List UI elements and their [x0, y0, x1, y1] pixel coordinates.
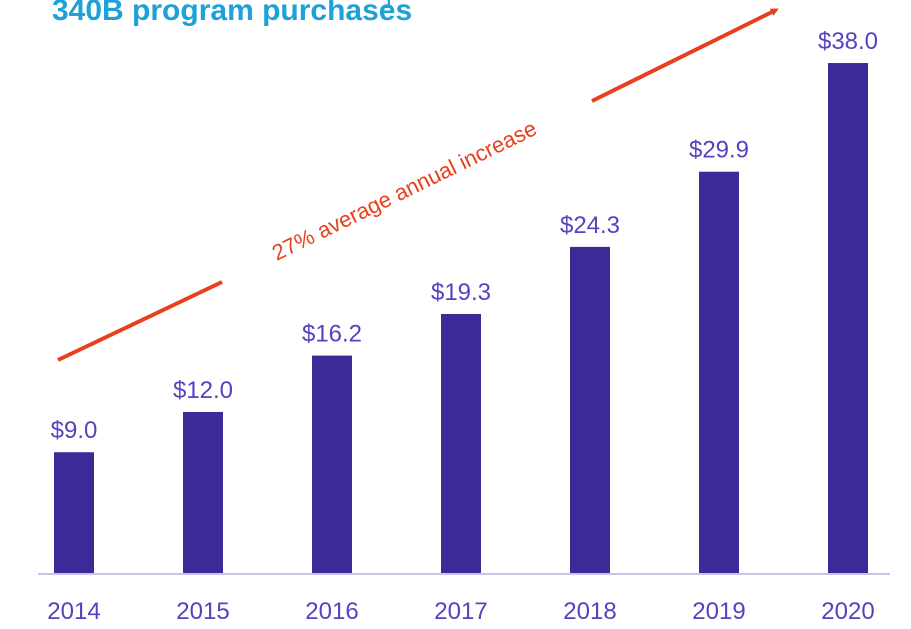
bar [570, 246, 610, 574]
value-label: $24.3 [560, 212, 620, 239]
bar [183, 411, 223, 573]
x-tick-label: 2017 [434, 598, 487, 625]
chart-title: 340B program purchases [52, 0, 412, 27]
trend-arrow [57, 280, 223, 362]
x-tick-label: 2019 [692, 598, 745, 625]
bar [441, 313, 481, 573]
x-tick-label: 2014 [47, 598, 100, 625]
trend-arrow [591, 8, 779, 103]
value-label: $16.2 [302, 321, 362, 348]
bar [699, 171, 739, 573]
value-label: $9.0 [51, 417, 98, 444]
x-tick-label: 2016 [305, 598, 358, 625]
title-footnote: 1 [384, 0, 393, 12]
value-label: $19.3 [431, 279, 491, 306]
x-tick-label: 2018 [563, 598, 616, 625]
value-label: $12.0 [173, 377, 233, 404]
x-tick-label: 2015 [176, 598, 229, 625]
bar [312, 355, 352, 573]
value-label: $29.9 [689, 137, 749, 164]
annotation: 27% average annual increase [268, 115, 541, 265]
bar [828, 63, 868, 573]
value-label: $38.0 [818, 28, 878, 55]
x-tick-label: 2020 [821, 598, 874, 625]
bar [54, 452, 94, 573]
